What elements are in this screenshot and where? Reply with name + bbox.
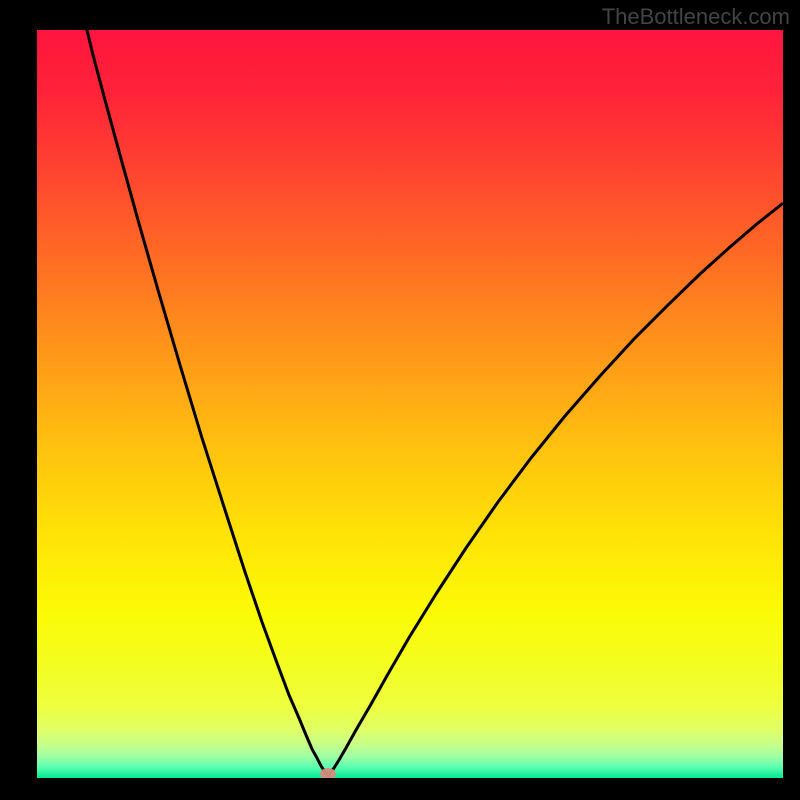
plot-area — [37, 30, 783, 778]
watermark-text: TheBottleneck.com — [602, 4, 790, 30]
gradient-background — [37, 30, 783, 778]
chart-container: TheBottleneck.com — [0, 0, 800, 800]
